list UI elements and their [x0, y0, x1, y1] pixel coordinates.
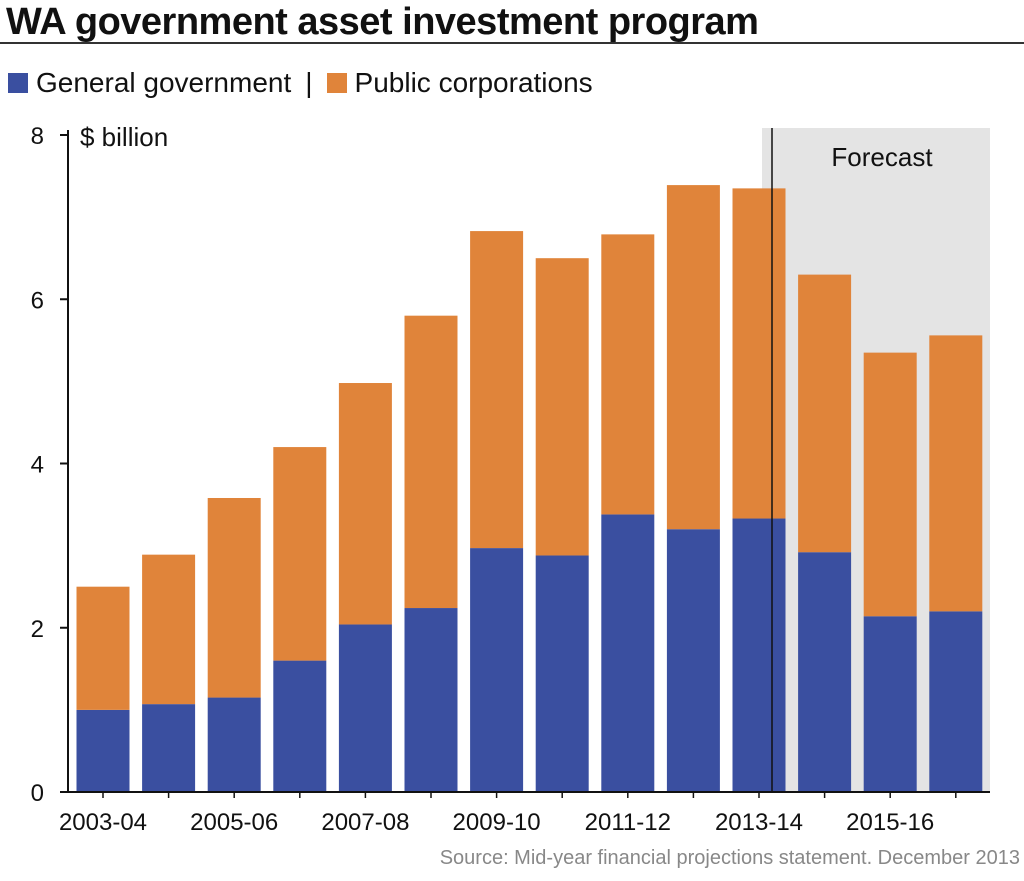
bar-public-corporations-2010-11 [535, 258, 589, 556]
bar-public-corporations-2011-12 [601, 234, 655, 515]
bar-public-corporations-2016-17 [929, 335, 983, 612]
title-rule [0, 42, 1024, 44]
x-tick-label-2007-08: 2007-08 [321, 809, 409, 836]
x-tick-label-2009-10: 2009-10 [453, 809, 541, 836]
x-tick-label-2015-16: 2015-16 [846, 809, 934, 836]
bar-public-corporations-2014-15 [798, 274, 852, 553]
bar-general-government-2016-17 [929, 611, 983, 792]
bar-general-government-2015-16 [863, 616, 917, 792]
bar-general-government-2014-15 [798, 552, 852, 792]
bar-general-government-2012-13 [666, 529, 720, 792]
bar-general-government-2011-12 [601, 514, 655, 792]
y-tick-label-8: 8 [31, 123, 44, 150]
y-tick-label-6: 6 [31, 287, 44, 314]
bar-general-government-2003-04 [76, 709, 130, 792]
legend-label-general-government: General government [36, 67, 292, 98]
bar-public-corporations-2012-13 [666, 185, 720, 530]
source-note: Source: Mid-year financial projections s… [439, 847, 1020, 869]
bar-general-government-2006-07 [273, 660, 327, 792]
bar-public-corporations-2013-14 [732, 188, 786, 519]
bar-public-corporations-2005-06 [207, 497, 261, 698]
bar-public-corporations-2003-04 [76, 586, 130, 710]
bar-general-government-2004-05 [142, 704, 196, 792]
x-tick-label-2013-14: 2013-14 [715, 809, 803, 836]
chart-title: WA government asset investment program [6, 1, 759, 43]
legend-swatch-general-government [8, 73, 28, 93]
bar-public-corporations-2015-16 [863, 352, 917, 617]
legend-swatch-public-corporations [326, 73, 347, 93]
legend: General government | Public corporations [8, 66, 593, 100]
forecast-label: Forecast [831, 142, 933, 172]
y-tick-label-4: 4 [31, 452, 44, 479]
bar-public-corporations-2006-07 [273, 447, 327, 661]
y-tick-label-0: 0 [31, 780, 44, 807]
bar-public-corporations-2008-09 [404, 315, 458, 609]
x-tick-label-2011-12: 2011-12 [585, 809, 671, 836]
y-tick-label-2: 2 [31, 616, 44, 643]
bar-general-government-2009-10 [470, 548, 524, 792]
y-unit-label: $ billion [80, 122, 168, 152]
x-tick-label-2003-04: 2003-04 [59, 809, 147, 836]
bar-general-government-2008-09 [404, 608, 458, 792]
bar-general-government-2010-11 [535, 555, 589, 792]
legend-label-public-corporations: Public corporations [354, 67, 593, 98]
bar-general-government-2005-06 [207, 697, 261, 792]
legend-separator: | [305, 67, 313, 98]
x-tick-label-2005-06: 2005-06 [190, 809, 278, 836]
bar-public-corporations-2007-08 [338, 383, 392, 625]
bar-general-government-2013-14 [732, 518, 786, 792]
bar-public-corporations-2004-05 [142, 554, 196, 705]
bar-public-corporations-2009-10 [470, 231, 524, 549]
bar-general-government-2007-08 [338, 624, 392, 792]
